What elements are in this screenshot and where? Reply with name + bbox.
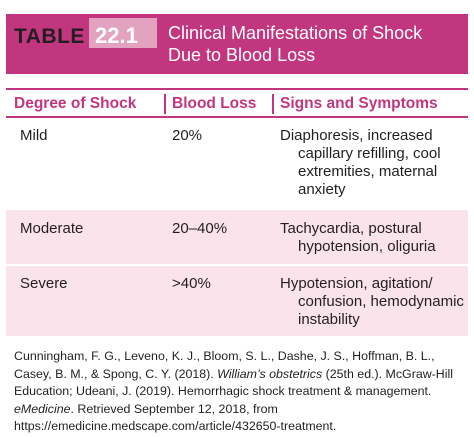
citation-journal: eMedicine	[14, 401, 71, 416]
header-separator	[164, 94, 166, 114]
cell-signs-text: Tachycardia, postural hypotension, oligu…	[280, 220, 436, 255]
source-citation: Cunningham, F. G., Leveno, K. J., Bloom,…	[14, 348, 464, 436]
cell-blood-loss: 20%	[172, 127, 203, 144]
header-separator	[272, 94, 274, 114]
cell-degree: Mild	[20, 127, 48, 144]
table-title-line-2: Due to Blood Loss	[168, 45, 316, 65]
table-row: Mild 20% Diaphoresis, increased capillar…	[6, 118, 468, 210]
table-title-bar	[6, 14, 468, 74]
cell-blood-loss: 20–40%	[172, 220, 228, 237]
table-header-row: Degree of Shock Blood Loss Signs and Sym…	[6, 88, 468, 118]
header-signs-and-symptoms: Signs and Symptoms	[280, 95, 438, 112]
table-title: Clinical Manifestations of Shock Due to …	[168, 22, 458, 66]
cell-signs: Diaphoresis, increased capillary refilli…	[280, 127, 470, 199]
cell-signs: Tachycardia, postural hypotension, oligu…	[280, 220, 470, 256]
table-row: Moderate 20–40% Tachycardia, postural hy…	[6, 210, 468, 264]
citation-text: . Retrieved September 12, 2018, from htt…	[14, 401, 337, 434]
citation-book-title: William’s obstetrics	[217, 366, 323, 381]
cell-degree: Severe	[20, 275, 68, 292]
cell-signs-text: Hypotension, agitation/ confusion, hemod…	[280, 275, 464, 328]
header-blood-loss: Blood Loss	[172, 95, 257, 112]
cell-blood-loss: >40%	[172, 275, 211, 292]
cell-degree: Moderate	[20, 220, 84, 237]
table-row: Severe >40% Hypotension, agitation/ conf…	[6, 266, 468, 336]
table-number: 22.1	[95, 23, 138, 48]
table-title-line-1: Clinical Manifestations of Shock	[168, 23, 423, 43]
header-degree-of-shock: Degree of Shock	[14, 95, 137, 112]
citation-text: (25th ed.). McGraw-Hill Education; Udean…	[14, 366, 453, 399]
citation-text: Cunningham, F. G., Leveno, K. J., Bloom,…	[14, 349, 435, 381]
cell-signs-text: Diaphoresis, increased capillary refilli…	[280, 127, 441, 198]
cell-signs: Hypotension, agitation/ confusion, hemod…	[280, 275, 470, 329]
table-number-box	[89, 18, 157, 48]
table-label-word: TABLE	[14, 25, 85, 48]
